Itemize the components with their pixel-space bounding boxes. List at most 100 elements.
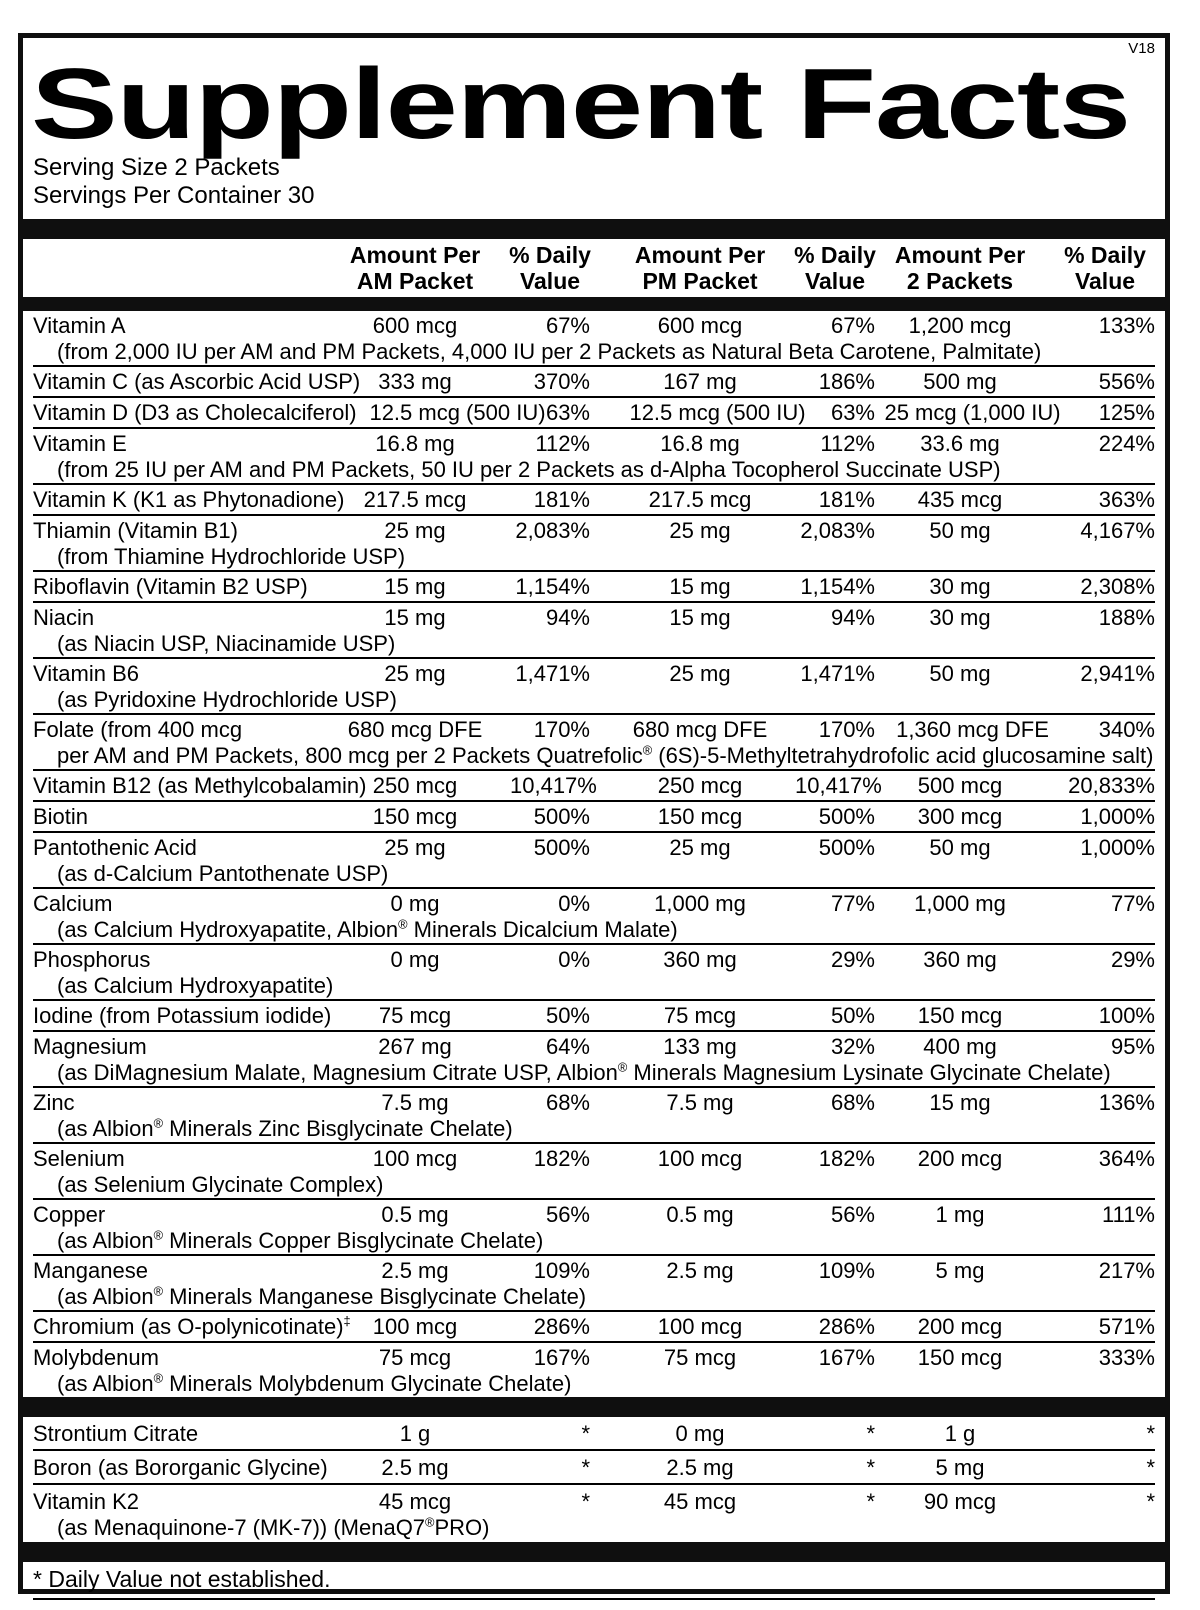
amount-am-packet: 16.8 mg	[375, 431, 455, 456]
amount-2-packets: 200 mcg	[917, 1146, 1003, 1171]
table-row: Biotin 150 mcg 500% 150 mcg 500% 300 mcg 1,000…	[33, 800, 1155, 831]
daily-value-2-packets: 1,000%	[1080, 835, 1155, 860]
daily-value-pm: 186%	[818, 369, 875, 394]
amount-am-packet: 250 mcg	[372, 773, 458, 798]
amount-2-packets: 30 mg	[929, 605, 991, 630]
amount-am-packet: 100 mcg	[372, 1146, 458, 1171]
amount-pm-packet: 2.5 mg	[666, 1258, 734, 1283]
amount-pm-packet: 0.5 mg	[666, 1202, 734, 1227]
amount-pm-packet: 75 mcg	[663, 1003, 737, 1028]
daily-value-pm: 167%	[818, 1345, 875, 1370]
amount-am-packet: 75 mcg	[378, 1003, 452, 1028]
daily-value-2-packets: 20,833%	[1068, 773, 1155, 798]
nutrient-name: Strontium Citrate	[33, 1421, 199, 1446]
amount-pm-packet: 100 mcg	[657, 1314, 743, 1339]
nutrient-source-note: (as Pyridoxine Hydrochloride USP)	[57, 687, 397, 712]
amount-pm-packet: 75 mcg	[663, 1345, 737, 1370]
nutrient-name: Pantothenic Acid	[33, 835, 197, 860]
table-row: Magnesium 267 mg 64% 133 mg 32% 400 mg 95% (as …	[33, 1030, 1155, 1086]
amount-am-packet: 0 mg	[390, 891, 440, 916]
amount-2-packets: 5 mg	[935, 1258, 985, 1283]
nutrient-line: Zinc 7.5 mg 68% 7.5 mg 68% 15 mg 136%	[33, 1090, 1155, 1116]
nutrient-line: Vitamin D (D3 as Cholecalciferol) 12.5 mc…	[33, 400, 1155, 426]
nutrient-name: Manganese	[33, 1258, 148, 1283]
table-row: Folate (from 400 mcg 680 mcg DFE 170% 680 m…	[33, 713, 1155, 769]
table-row: Vitamin K (K1 as Phytonadione) 217.5 mcg 1…	[33, 483, 1155, 514]
amount-am-packet: 15 mg	[384, 605, 446, 630]
daily-value-am: 500%	[533, 804, 590, 829]
nutrient-line: Niacin 15 mg 94% 15 mg 94% 30 mg 188%	[33, 605, 1155, 631]
nutrient-source-note: (as d-Calcium Pantothenate USP)	[57, 861, 389, 886]
table-row: Niacin 15 mg 94% 15 mg 94% 30 mg 188% (as Niaci…	[33, 601, 1155, 657]
nutrient-source-note: (as Calcium Hydroxyapatite, Albion® Mine…	[57, 916, 678, 942]
nutrient-source-note: (as Menaquinone-7 (MK-7)) (MenaQ7®PRO)	[57, 1514, 490, 1540]
daily-value-am: 182%	[533, 1146, 590, 1171]
amount-2-packets: 1 mg	[935, 1202, 985, 1227]
main-nutrient-table: Vitamin A 600 mcg 67% 600 mcg 67% 1,200 mcg 13…	[33, 311, 1155, 1397]
nutrient-name: Vitamin C (as Ascorbic Acid USP)	[33, 369, 361, 394]
daily-value-am: *	[581, 1455, 590, 1480]
table-row: Vitamin A 600 mcg 67% 600 mcg 67% 1,200 mcg 13…	[33, 311, 1155, 365]
nutrient-name: Molybdenum	[33, 1345, 159, 1370]
amount-2-packets: 150 mcg	[917, 1345, 1003, 1370]
amount-2-packets: 1,200 mcg	[908, 313, 1012, 338]
daily-value-2-packets: 1,000%	[1080, 804, 1155, 829]
nutrient-source-note: (from 2,000 IU per AM and PM Packets, 4,…	[57, 339, 1042, 364]
nutrient-name: Niacin	[33, 605, 95, 630]
daily-value-2-packets: 95%	[1110, 1034, 1155, 1059]
nutrient-line: Phosphorus 0 mg 0% 360 mg 29% 360 mg 29%	[33, 947, 1155, 973]
amount-2-packets: 15 mg	[929, 1090, 991, 1115]
nutrient-source-note: (as Niacin USP, Niacinamide USP)	[57, 631, 396, 656]
daily-value-2-packets: 77%	[1110, 891, 1155, 916]
registered-mark: ®	[398, 916, 408, 932]
version-label: V18	[1128, 40, 1155, 57]
nutrient-name: Biotin	[33, 804, 89, 829]
serving-size: Serving Size 2 Packets	[33, 154, 280, 181]
daily-value-pm: 181%	[818, 487, 875, 512]
column-header-daily-value-am: % Daily Value	[509, 242, 591, 294]
column-header-amount-am: Amount Per AM Packet	[349, 242, 481, 294]
daily-value-pm: 1,154%	[800, 574, 875, 599]
daily-value-2-packets: 340%	[1098, 717, 1155, 742]
nutrient-line: Strontium Citrate 1 g * 0 mg * 1 g *	[33, 1421, 1155, 1447]
daily-value-am: 94%	[545, 605, 590, 630]
daily-value-2-packets: 217%	[1098, 1258, 1155, 1283]
registered-mark: ®	[425, 1514, 435, 1530]
nutrient-name: Phosphorus	[33, 947, 151, 972]
nutrient-name: Vitamin E	[33, 431, 127, 456]
daily-value-2-packets: 136%	[1098, 1090, 1155, 1115]
amount-2-packets: 1 g	[944, 1421, 976, 1446]
nutrient-source-note: (as Calcium Hydroxyapatite)	[57, 973, 334, 998]
section-divider-bar-supplemental	[23, 1397, 1165, 1417]
section-divider-bar-top	[23, 219, 1165, 239]
table-row: Molybdenum 75 mcg 167% 75 mcg 167% 150 mcg 333…	[33, 1341, 1155, 1397]
daily-value-am: 500%	[533, 835, 590, 860]
daily-value-2-packets: 29%	[1110, 947, 1155, 972]
nutrient-name: Thiamin (Vitamin B1)	[33, 518, 238, 543]
amount-am-packet: 0 mg	[390, 947, 440, 972]
amount-pm-packet: 100 mcg	[657, 1146, 743, 1171]
daily-value-pm: 500%	[818, 835, 875, 860]
amount-2-packets: 5 mg	[935, 1455, 985, 1480]
registered-mark: ®	[617, 1059, 628, 1075]
table-row: Iodine (from Potassium iodide) 75 mcg 50% 7…	[33, 999, 1155, 1030]
daily-value-am: 68%	[545, 1090, 590, 1115]
registered-mark: ®	[642, 742, 653, 758]
nutrient-line: Vitamin K2 45 mcg * 45 mcg * 90 mcg *	[33, 1489, 1155, 1515]
amount-2-packets: 33.6 mg	[920, 431, 1000, 456]
daily-value-2-packets: *	[1146, 1489, 1155, 1514]
amount-pm-packet: 15 mg	[669, 605, 731, 630]
nutrient-line: Biotin 150 mcg 500% 150 mcg 500% 300 mcg 1,000…	[33, 804, 1155, 830]
daily-value-am: 1,154%	[515, 574, 590, 599]
supplemental-nutrient-table: Strontium Citrate 1 g * 0 mg * 1 g * Boron (as …	[33, 1417, 1155, 1542]
daily-value-pm: *	[866, 1489, 875, 1514]
amount-pm-packet: 133 mg	[663, 1034, 737, 1059]
amount-am-packet: 217.5 mcg	[363, 487, 467, 512]
amount-pm-packet: 150 mcg	[657, 804, 743, 829]
amount-am-packet: 0.5 mg	[381, 1202, 449, 1227]
table-row: Strontium Citrate 1 g * 0 mg * 1 g *	[33, 1417, 1155, 1449]
nutrient-name: Vitamin B12 (as Methylcobalamin)	[33, 773, 367, 798]
daily-value-pm: 29%	[830, 947, 875, 972]
daily-value-2-packets: 2,941%	[1080, 661, 1155, 686]
nutrient-name: Selenium	[33, 1146, 125, 1171]
